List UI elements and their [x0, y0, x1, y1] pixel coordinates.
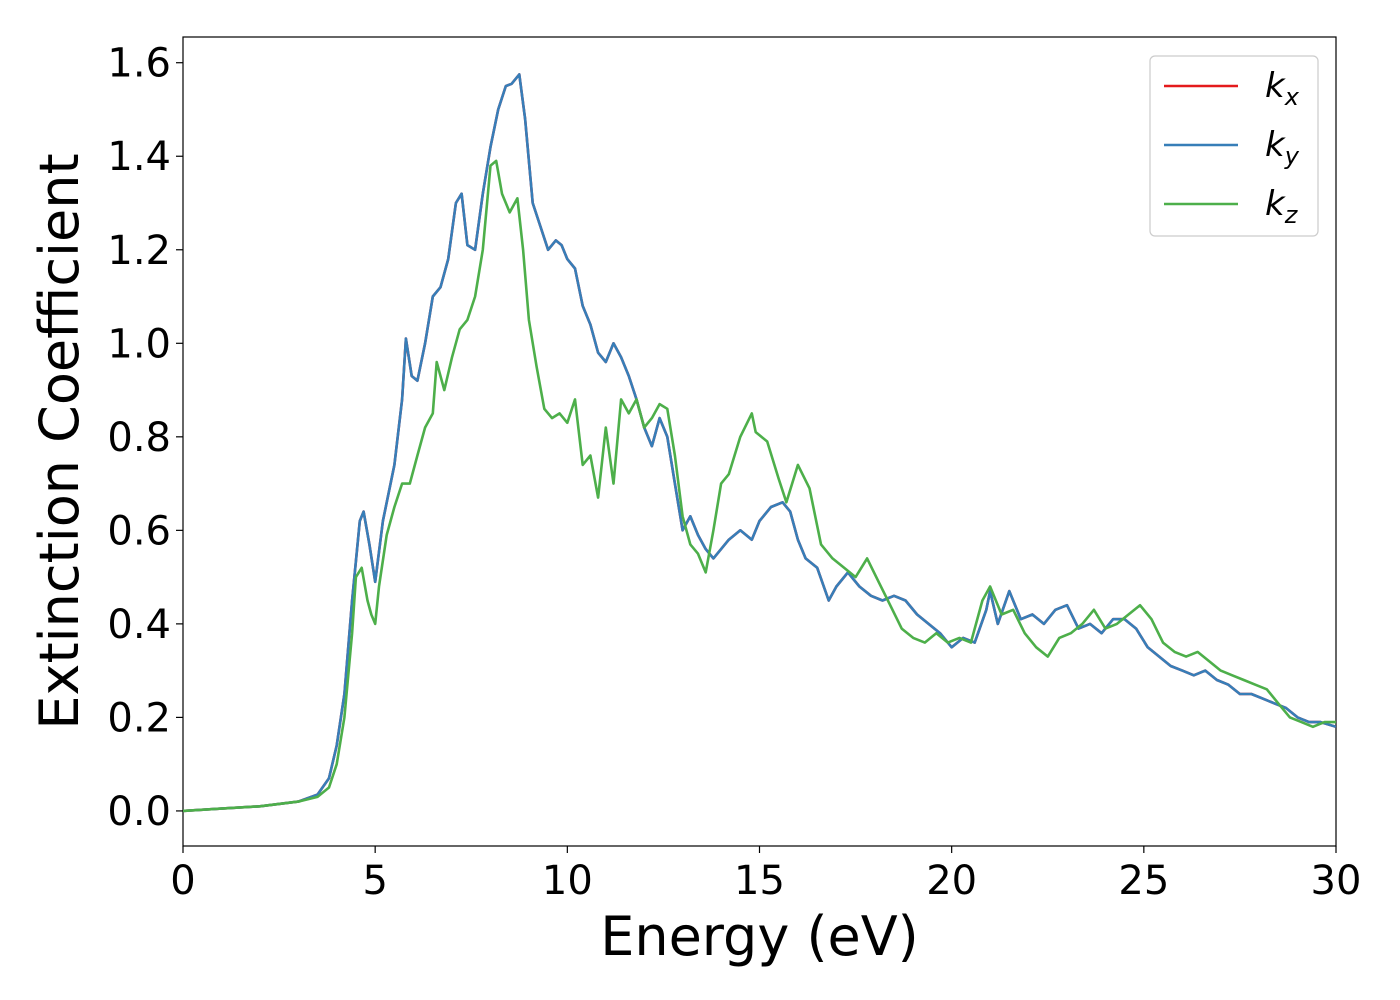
y-tick-label: 1.2 [107, 228, 171, 274]
y-tick-label: 1.4 [107, 134, 171, 180]
x-tick-label: 15 [734, 858, 785, 904]
x-tick-label: 20 [926, 858, 977, 904]
x-axis-title: Energy (eV) [600, 905, 919, 968]
y-tick-label: 0.8 [107, 415, 171, 461]
legend-label-kz: kz [1265, 184, 1299, 229]
y-tick-label: 0.0 [107, 789, 171, 835]
series-layer [183, 73, 1336, 813]
legend-label-kx: kx [1265, 66, 1300, 111]
y-tick-label: 0.6 [107, 508, 171, 554]
legend: kx ky kz [1149, 55, 1319, 237]
x-tick-label: 5 [362, 858, 387, 904]
x-tick-label: 0 [170, 858, 195, 904]
plot-frame [182, 36, 1337, 847]
plot-area [182, 36, 1337, 847]
y-tick-label: 0.2 [107, 695, 171, 741]
y-tick-label: 1.0 [107, 321, 171, 367]
y-tick-label: 1.6 [107, 41, 171, 87]
x-tick-label: 10 [542, 858, 593, 904]
y-axis-title: Extinction Coefficient [28, 153, 91, 729]
x-tick-label: 25 [1118, 858, 1169, 904]
y-axis: 0.0 0.2 0.4 0.6 0.8 1.0 1.2 1.4 1.6 [107, 41, 183, 835]
legend-label-ky: ky [1265, 125, 1300, 170]
y-tick-label: 0.4 [107, 602, 171, 648]
x-tick-label: 30 [1311, 858, 1362, 904]
series-line-k-z [183, 159, 1336, 813]
x-axis: 0 5 10 15 20 25 30 [170, 846, 1361, 904]
